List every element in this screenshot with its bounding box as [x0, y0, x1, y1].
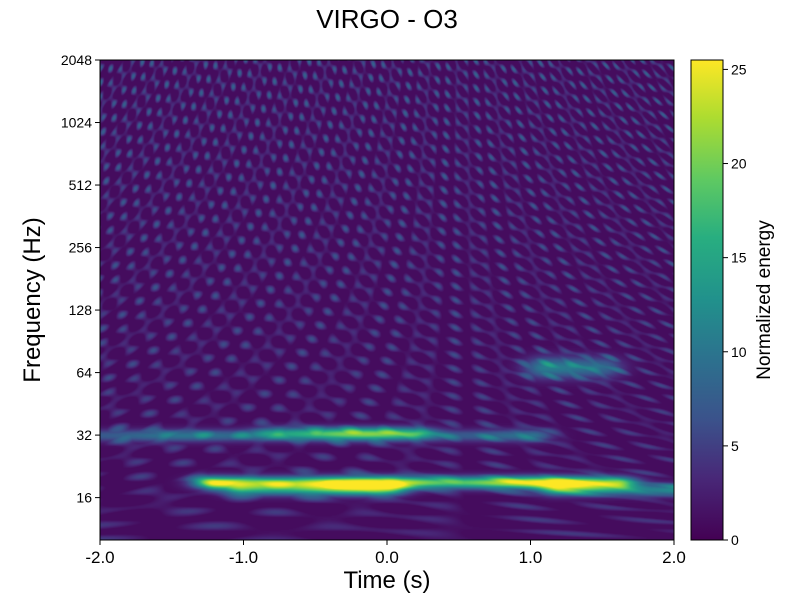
spectrogram-plot	[99, 59, 675, 541]
colorbar-tick-label: 5	[731, 438, 739, 454]
y-tick-label: 1024	[61, 115, 92, 131]
y-axis: 16 32 64 128 256 512 1024 2048	[61, 52, 100, 506]
colorbar: 0 5 10 15 20 25 Normalized energy	[690, 59, 775, 548]
x-tick-label: -2.0	[85, 548, 114, 567]
colorbar-gradient	[691, 60, 723, 540]
colorbar-frame	[690, 59, 724, 541]
x-tick-label: -1.0	[229, 548, 258, 567]
x-axis-label: Time (s)	[343, 567, 430, 594]
colorbar-tick-label: 0	[731, 532, 739, 548]
y-tick-label: 512	[69, 177, 93, 193]
colorbar-tick-label: 20	[731, 156, 747, 172]
x-axis: -2.0 -1.0 0.0 1.0 2.0	[85, 540, 686, 567]
colorbar-tick-label: 10	[731, 344, 747, 360]
colorbar-tick-label: 15	[731, 250, 747, 266]
colorbar-tick-label: 25	[731, 61, 747, 77]
chart-title: VIRGO - O3	[316, 4, 458, 34]
x-tick-label: 1.0	[519, 548, 543, 567]
x-tick-label: 2.0	[662, 548, 686, 567]
y-axis-label: Frequency (Hz)	[19, 217, 46, 382]
y-tick-label: 2048	[61, 52, 92, 68]
y-tick-label: 64	[76, 365, 92, 381]
colorbar-label: Normalized energy	[754, 220, 775, 380]
y-tick-label: 128	[69, 302, 93, 318]
y-tick-label: 256	[69, 240, 93, 256]
y-tick-label: 16	[76, 490, 92, 506]
spectrogram-image-holder	[100, 60, 674, 540]
colorbar-ticks: 0 5 10 15 20 25	[723, 61, 747, 548]
x-tick-label: 0.0	[375, 548, 399, 567]
spectrogram-heatmap	[100, 60, 674, 540]
y-tick-label: 32	[76, 427, 92, 443]
